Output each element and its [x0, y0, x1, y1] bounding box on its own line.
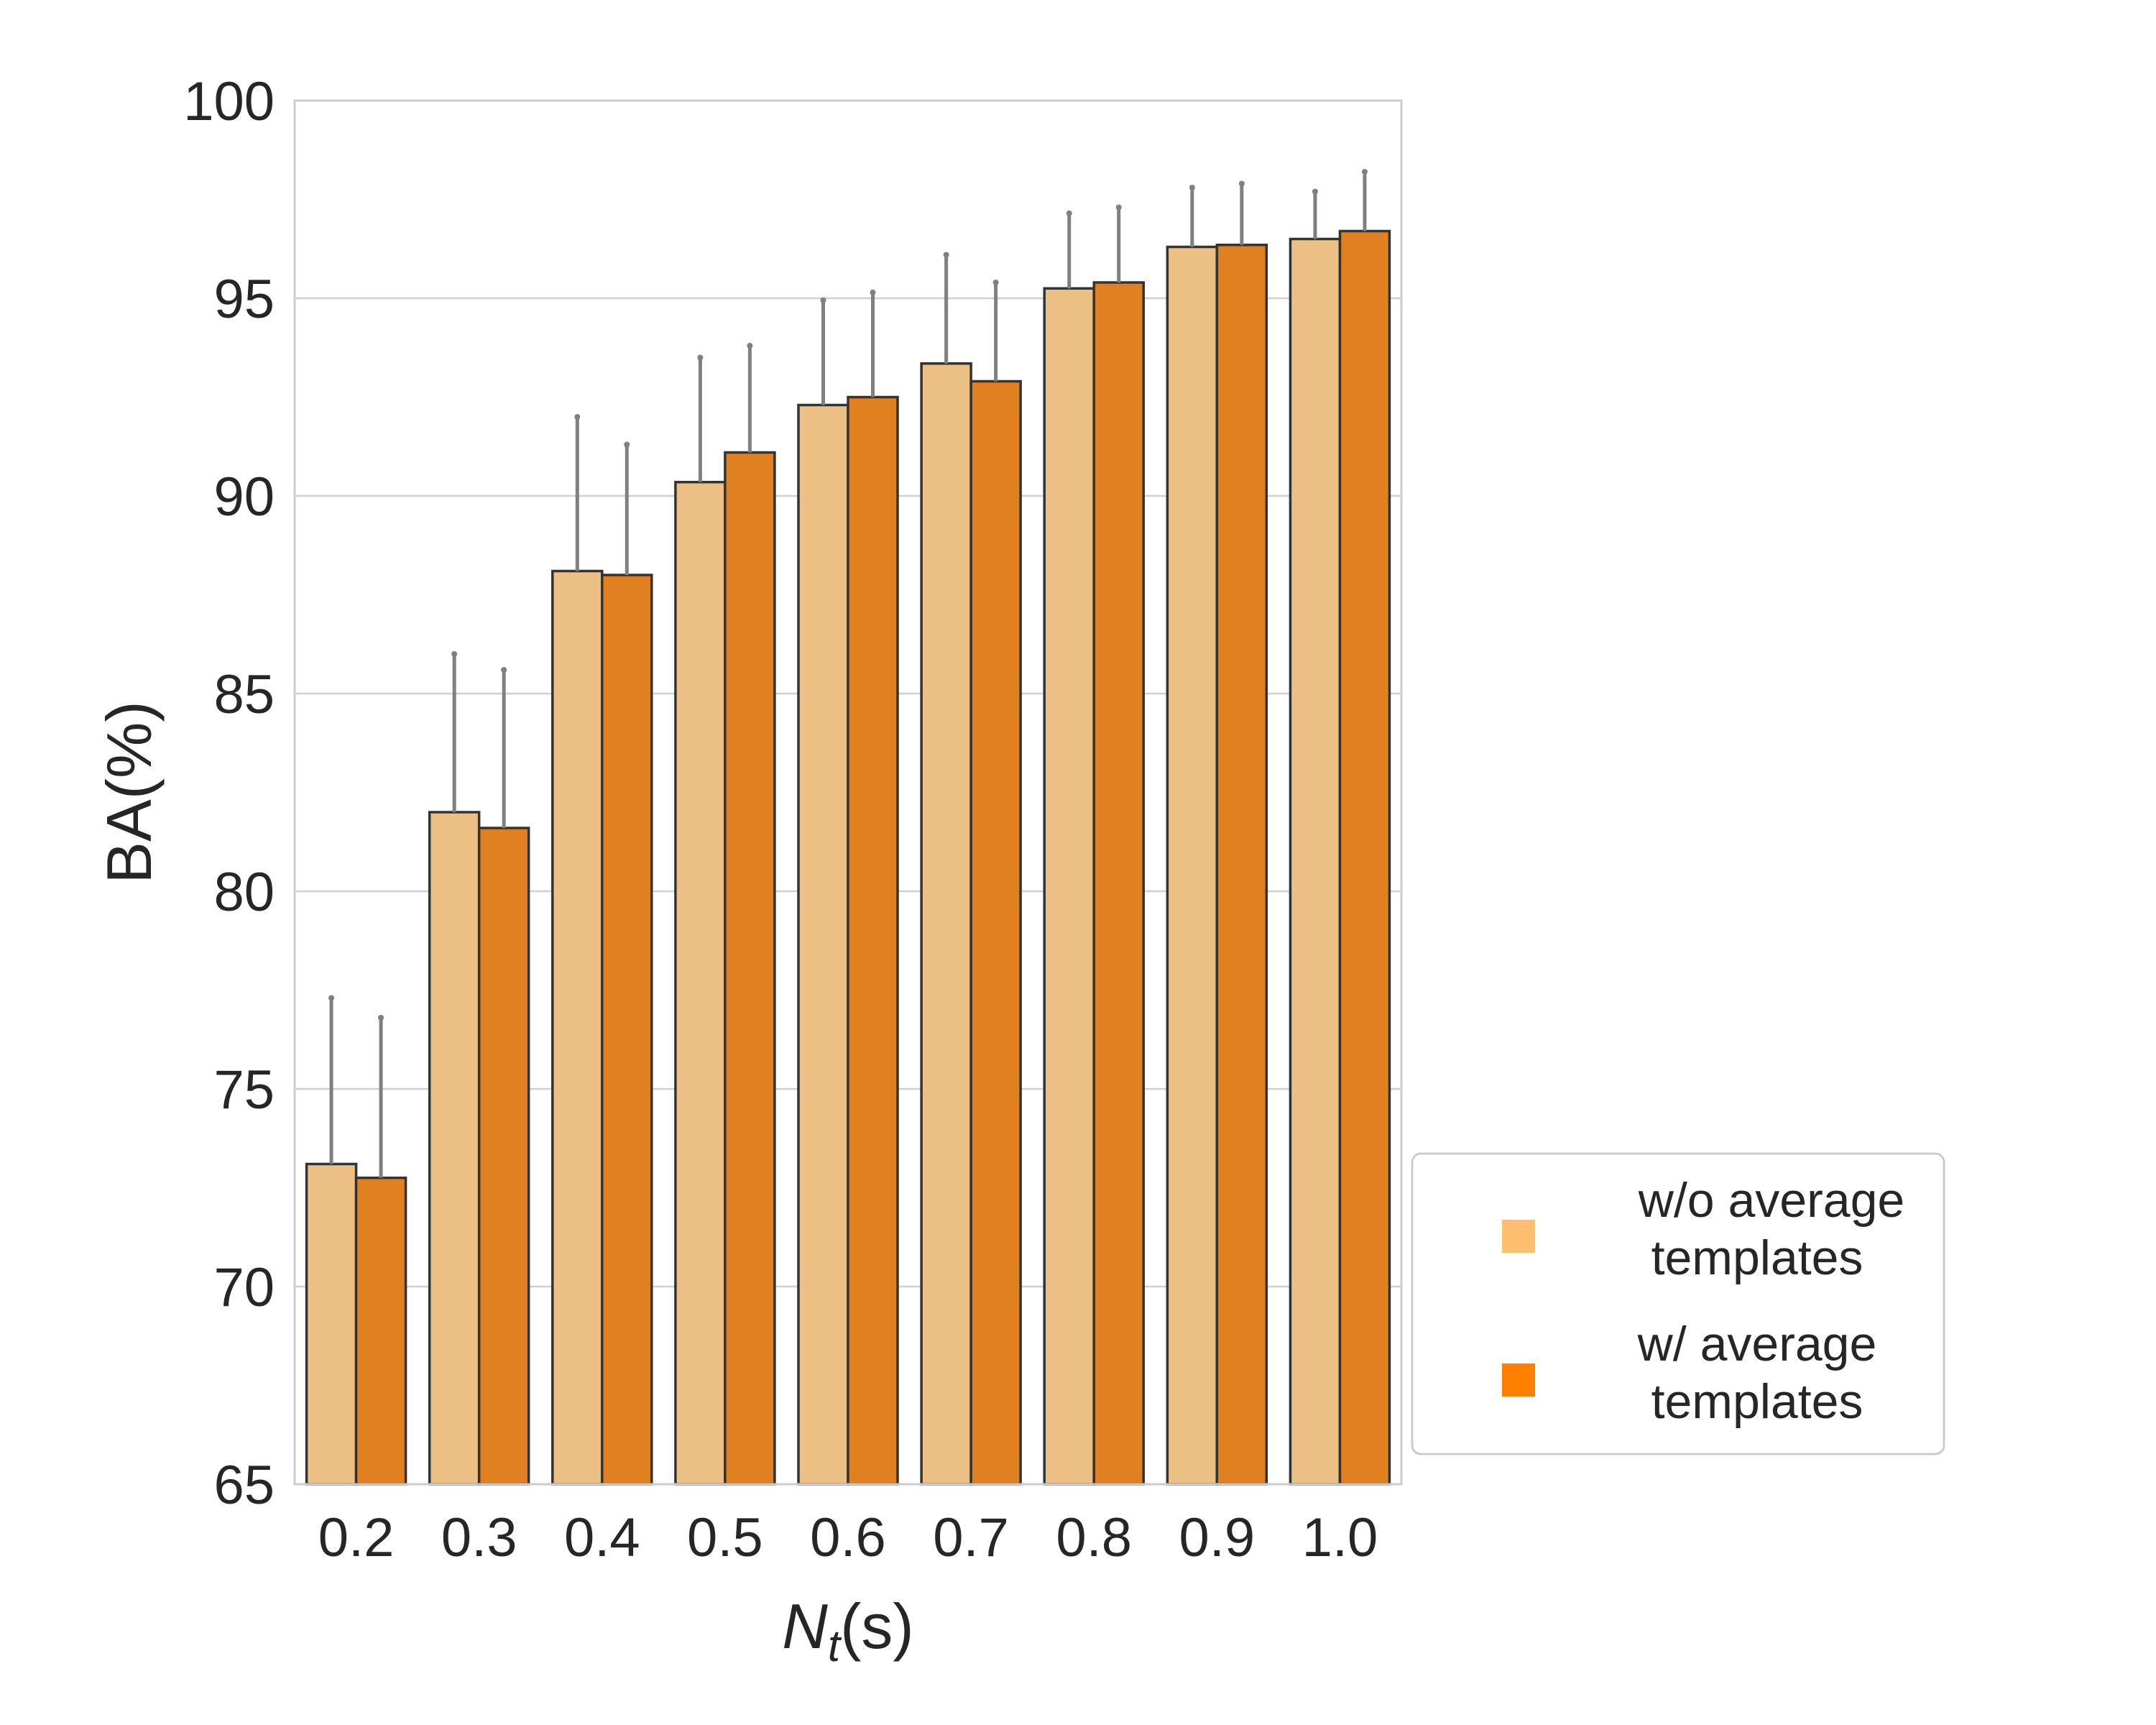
- error-bar-cap: [992, 280, 999, 285]
- legend-box: [1411, 1152, 1945, 1455]
- error-bar-cap: [820, 297, 826, 303]
- x-axis-title-main: N: [782, 1591, 828, 1662]
- error-bar-cap: [697, 354, 704, 361]
- error-bar-cap: [1189, 185, 1195, 190]
- x-tick-label: 0.2: [318, 1507, 395, 1568]
- bar: [724, 451, 776, 1486]
- y-tick-label: 65: [213, 1455, 275, 1516]
- error-bar-cap: [1312, 188, 1318, 195]
- plot-frame: [293, 99, 1403, 1486]
- bar: [477, 827, 530, 1486]
- error-bar-cap: [747, 343, 753, 349]
- bar: [354, 1177, 407, 1486]
- x-axis-title: Nt(s): [782, 1591, 913, 1671]
- y-tick-label: 90: [213, 466, 275, 528]
- error-bar-cap: [1066, 210, 1072, 216]
- y-tick-label: 95: [213, 269, 275, 330]
- x-tick-label: 0.3: [441, 1507, 517, 1568]
- error-bar-cap: [328, 995, 335, 1001]
- bar: [1092, 281, 1145, 1486]
- bar: [847, 395, 899, 1486]
- error-bar-cap: [624, 441, 630, 448]
- error-bar-cap: [501, 667, 507, 673]
- error-bar-cap: [870, 289, 876, 295]
- legend-label-with-average-line1: w/ average: [1637, 1317, 1877, 1371]
- x-axis-title-suffix: (s): [840, 1591, 914, 1662]
- x-tick-label: 0.4: [564, 1507, 640, 1568]
- bar: [601, 574, 653, 1486]
- bar: [920, 362, 972, 1486]
- y-tick-labels: 65 70 75 80 85 90 95 100: [183, 71, 275, 1516]
- bar: [797, 403, 849, 1486]
- y-axis-title: BA(%): [93, 701, 165, 883]
- bar: [1043, 287, 1095, 1486]
- bar: [305, 1162, 358, 1486]
- y-tick-label: 85: [213, 664, 275, 725]
- bar: [428, 811, 481, 1486]
- legend-swatch-with-average: [1502, 1363, 1535, 1397]
- legend: w/o average templates w/ average templat…: [1411, 1152, 1945, 1455]
- error-bar-cap: [378, 1015, 384, 1021]
- y-tick-label: 70: [213, 1257, 275, 1318]
- bar: [551, 569, 604, 1486]
- y-tick-label: 80: [213, 862, 275, 923]
- error-bar-cap: [451, 651, 458, 657]
- legend-label-without-average-line2: templates: [1651, 1230, 1864, 1285]
- bar: [1166, 245, 1219, 1486]
- x-tick-label: 0.6: [810, 1507, 886, 1568]
- bar: [1289, 237, 1342, 1486]
- bar: [1338, 229, 1391, 1486]
- bars: [305, 229, 1391, 1486]
- x-tick-label: 0.7: [933, 1507, 1009, 1568]
- y-tick-label: 100: [183, 71, 275, 132]
- y-tick-label: 75: [213, 1059, 275, 1121]
- error-bar-cap: [1361, 169, 1368, 175]
- bar: [1215, 244, 1268, 1486]
- legend-label-without-average-line1: w/o average: [1638, 1173, 1904, 1228]
- error-bar-cap: [574, 414, 581, 420]
- error-bar-cap: [1238, 180, 1245, 187]
- legend-label-with-average-line2: templates: [1651, 1374, 1864, 1429]
- x-tick-label: 0.8: [1056, 1507, 1132, 1568]
- error-bar-cap: [1115, 204, 1122, 211]
- x-tick-labels: 0.2 0.3 0.4 0.5 0.6 0.7 0.8 0.9 1.0: [318, 1507, 1378, 1568]
- error-bars: [328, 169, 1368, 1178]
- legend-swatch-without-average: [1502, 1220, 1535, 1253]
- x-tick-label: 1.0: [1302, 1507, 1378, 1568]
- x-tick-label: 0.5: [687, 1507, 763, 1568]
- bar: [674, 481, 727, 1486]
- x-tick-label: 0.9: [1179, 1507, 1256, 1568]
- bar: [969, 380, 1022, 1486]
- error-bar-cap: [943, 252, 949, 258]
- x-axis-title-subscript: t: [828, 1622, 842, 1671]
